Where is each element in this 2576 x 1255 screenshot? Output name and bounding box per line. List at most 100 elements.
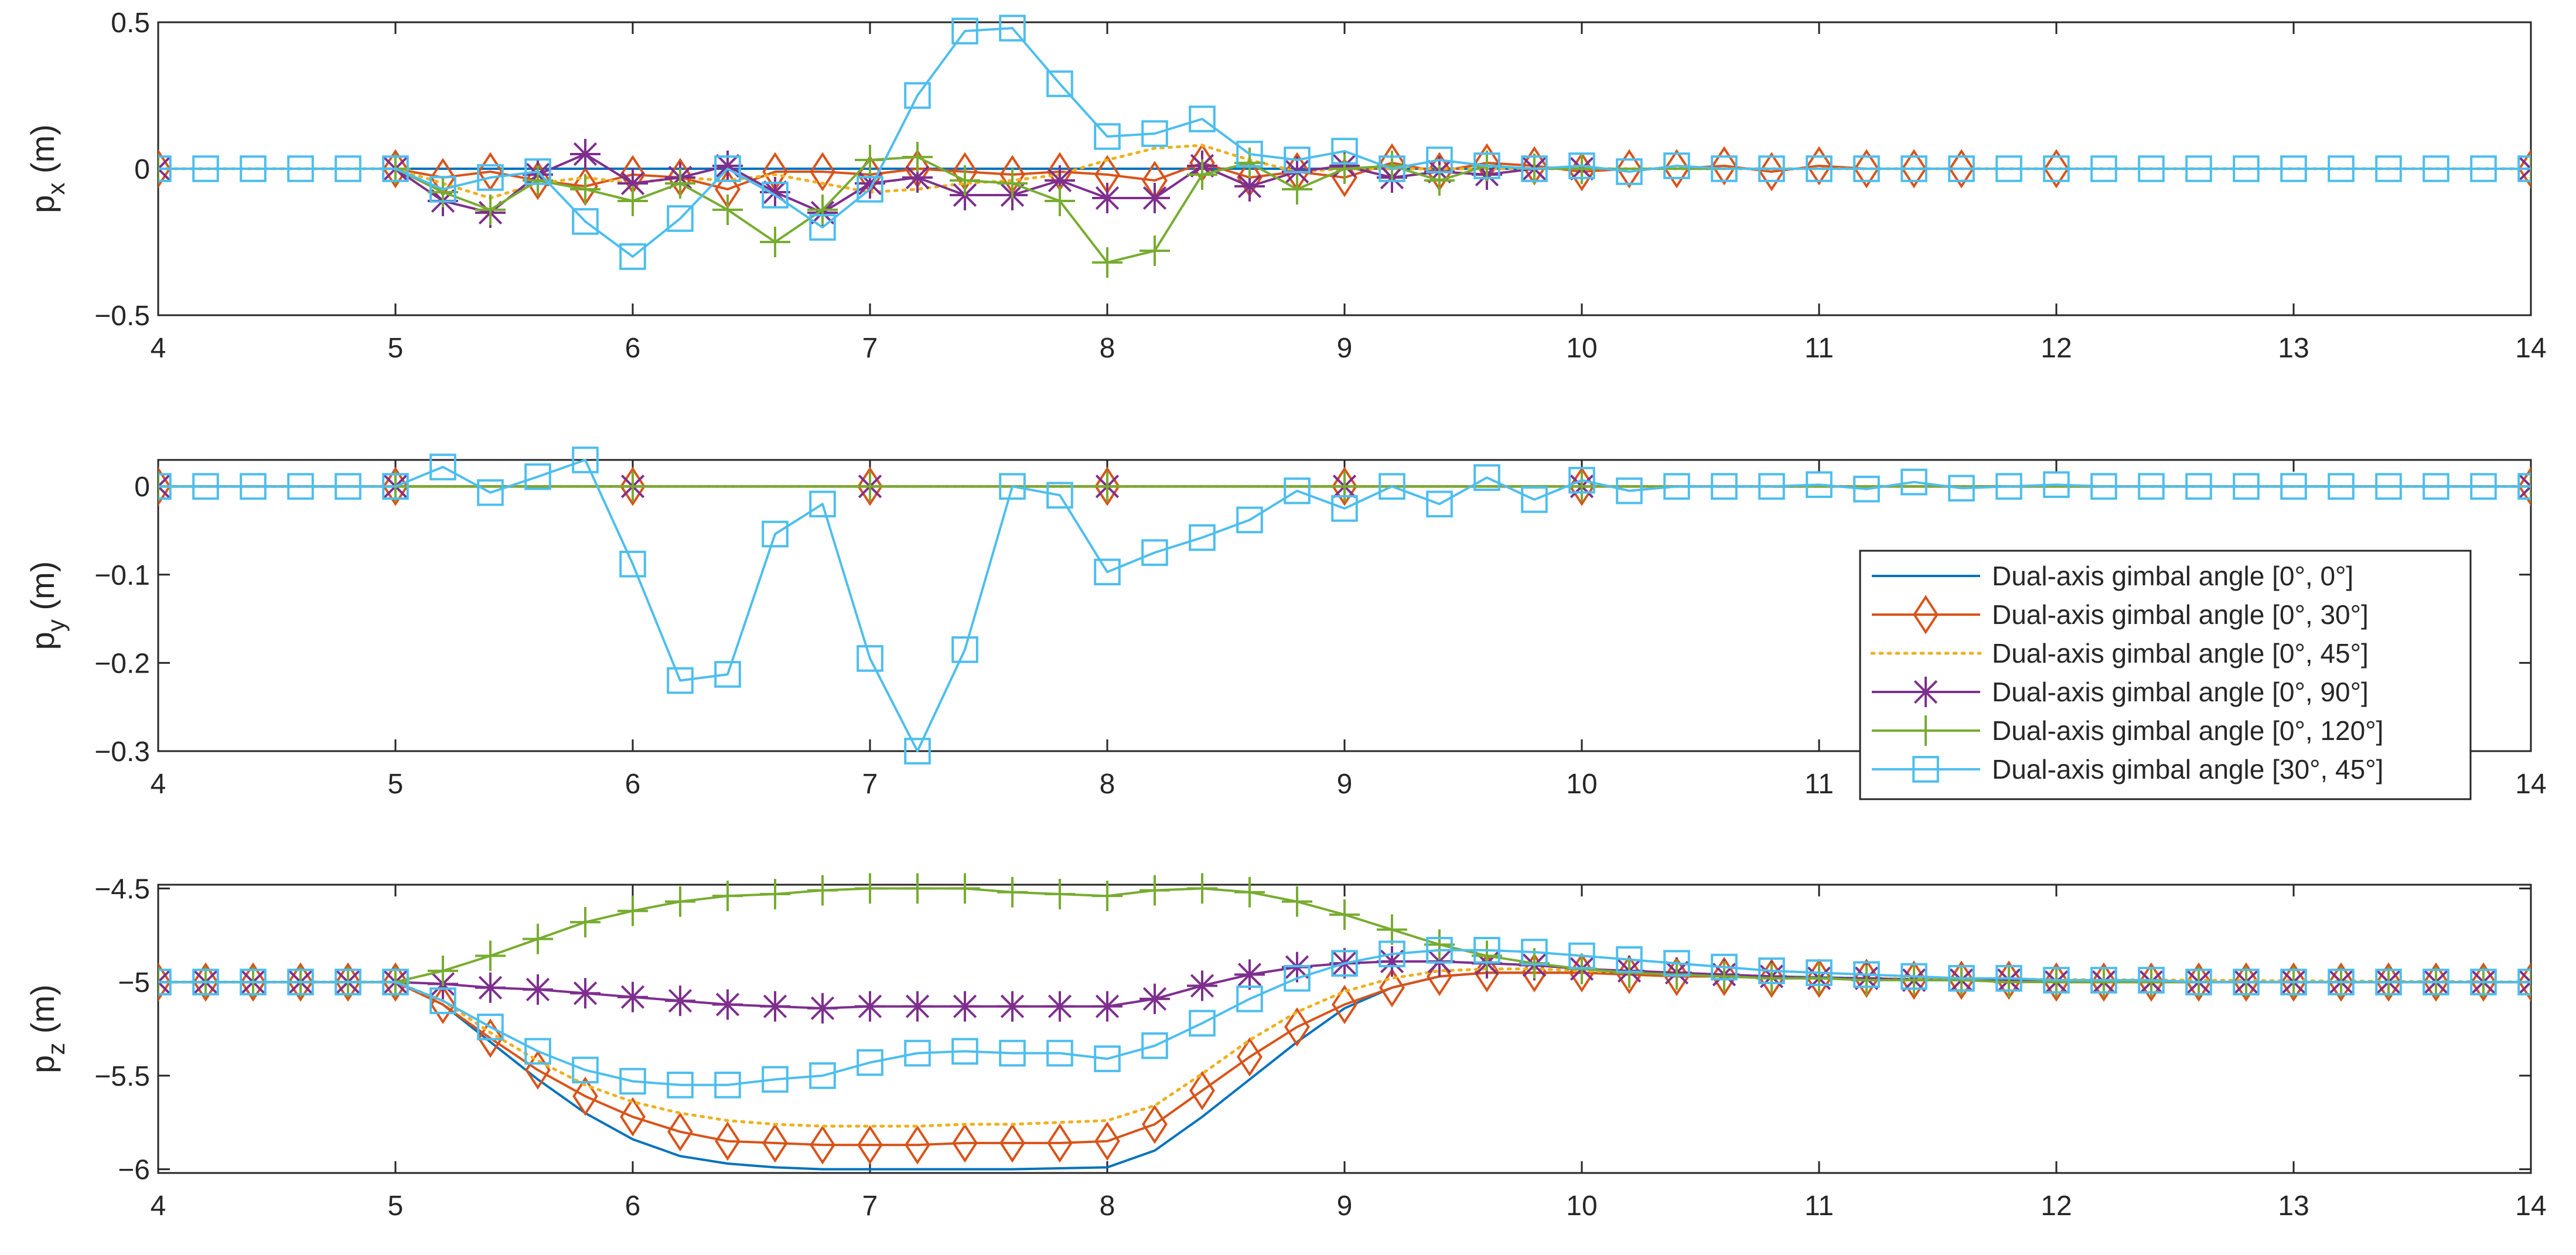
series-4-point	[1377, 946, 1407, 977]
series-2-point	[905, 1125, 930, 1165]
series-6-point	[2233, 155, 2260, 182]
series-5-point	[902, 873, 933, 904]
series-6-point	[1473, 937, 1500, 964]
series-6-point	[1711, 155, 1738, 182]
series-6-point	[999, 15, 1026, 42]
series-6-point	[1189, 105, 1216, 132]
series-6-point	[1758, 473, 1785, 500]
series-5-point	[997, 877, 1028, 908]
series-6-point	[857, 645, 883, 672]
series-6-point	[524, 463, 551, 490]
series-5-point	[807, 195, 838, 225]
series-group	[158, 873, 2531, 1171]
series-6-point	[1758, 155, 1785, 182]
series-6-point	[951, 636, 978, 663]
legend-entry-4: Dual-axis gimbal angle [0°, 90°]	[1872, 677, 2369, 707]
series-2-point	[1189, 1070, 1215, 1110]
series-6-point	[2375, 473, 2402, 500]
series-6-point	[2043, 155, 2070, 182]
series-5-point	[760, 227, 790, 257]
series-2-point	[667, 1112, 693, 1152]
series-4-point	[570, 978, 601, 1009]
series-2-point	[857, 1125, 883, 1165]
series-5-point	[570, 906, 601, 937]
series-group	[158, 446, 2531, 765]
legend-label: Dual-axis gimbal angle [0°, 30°]	[1992, 599, 2369, 630]
series-6-point	[857, 1049, 883, 1076]
x-tick-label: 10	[1566, 333, 1597, 364]
series-2-point	[240, 962, 266, 1002]
series-2-point	[158, 149, 171, 189]
series-6-point	[192, 968, 219, 995]
series-5-point	[665, 168, 695, 199]
series-6-point	[1426, 937, 1453, 964]
legend-marker	[1910, 677, 1941, 707]
series-2-point	[158, 962, 171, 1002]
series-line-6	[158, 27, 2531, 258]
series-2-point	[2281, 962, 2307, 1002]
legend-entry-1: Dual-axis gimbal angle [0°, 0°]	[1872, 561, 2353, 591]
y-axis-label-py: py (m)	[24, 561, 70, 650]
series-6-point	[1331, 950, 1358, 977]
series-6-point	[1521, 486, 1548, 513]
series-4-point	[807, 993, 838, 1024]
x-tick-label: 10	[1566, 769, 1597, 800]
series-5-point	[1234, 877, 1265, 908]
series-2-point	[2471, 962, 2496, 1002]
series-2-point	[1806, 146, 1832, 186]
legend-marker	[1910, 715, 1941, 746]
series-6-point	[192, 473, 219, 500]
series-2-point	[2518, 466, 2531, 506]
series-5-point	[1139, 875, 1170, 906]
series-6-point	[904, 738, 931, 765]
series-6-point	[2233, 473, 2260, 500]
x-tick-label: 11	[1804, 1191, 1834, 1222]
series-6-point	[158, 473, 172, 500]
series-6-point	[1141, 539, 1168, 566]
legend-entry-3: Dual-axis gimbal angle [0°, 45°]	[1870, 638, 2369, 669]
series-6-point	[1331, 138, 1358, 165]
series-6-point	[1521, 155, 1548, 182]
x-tick-label: 7	[862, 333, 878, 364]
series-6-point	[714, 661, 741, 688]
series-6-point	[1379, 473, 1405, 500]
series-6-point	[1616, 946, 1643, 973]
series-6-point	[1711, 953, 1738, 981]
series-5-point	[475, 940, 506, 971]
series-6-point	[951, 18, 978, 45]
series-6-point	[1568, 152, 1595, 179]
series-5-point	[902, 142, 933, 172]
series-6-point	[809, 1062, 836, 1089]
series-group	[158, 15, 2531, 278]
series-6-point	[2090, 473, 2117, 500]
series-6-point	[1995, 964, 2022, 992]
x-tick-label: 6	[625, 333, 641, 364]
series-5-point	[1377, 914, 1407, 945]
series-6-point	[762, 520, 789, 548]
legend-entry-6: Dual-axis gimbal angle [30°, 45°]	[1872, 754, 2383, 785]
series-6-point	[382, 473, 409, 500]
series-6-point	[2328, 473, 2355, 500]
series-6-point	[1236, 141, 1263, 168]
y-tick-label: −4.5	[94, 874, 150, 905]
y-tick-label: 0	[134, 154, 150, 185]
series-6-point	[1379, 940, 1405, 968]
series-4-point	[1092, 183, 1122, 213]
series-6-point	[524, 1038, 551, 1065]
series-4-point	[997, 991, 1028, 1022]
series-6-point	[2185, 155, 2212, 182]
x-tick-label: 14	[2515, 769, 2546, 800]
series-6-point	[714, 155, 741, 182]
series-2-point	[1237, 1037, 1263, 1077]
series-6-point	[714, 1072, 741, 1099]
y-axis-label-pz: pz (m)	[24, 984, 70, 1073]
series-2-point	[1711, 956, 1737, 997]
series-6-point	[287, 968, 314, 995]
x-tick-label: 4	[151, 1191, 166, 1222]
series-6-point	[1663, 152, 1690, 179]
series-2-point	[810, 1125, 835, 1165]
series-6-point	[2423, 155, 2449, 182]
series-2-point	[1379, 968, 1405, 1008]
x-tick-label: 5	[388, 769, 404, 800]
